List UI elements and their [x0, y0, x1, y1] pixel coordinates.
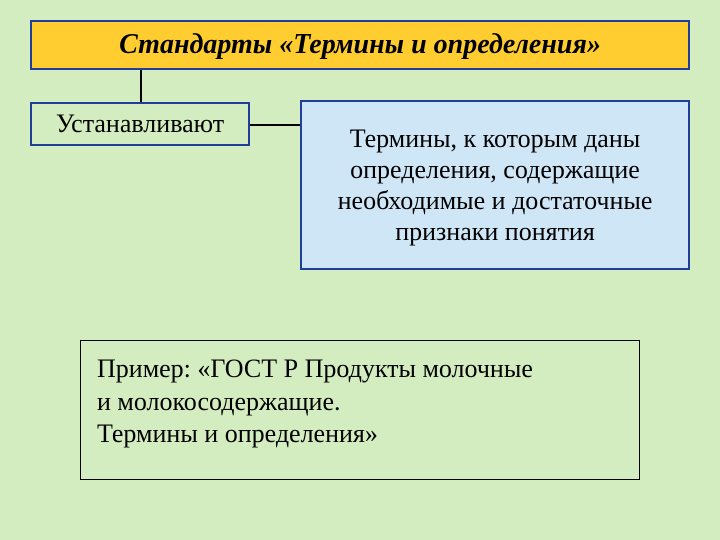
example-box: Пример: «ГОСТ Р Продукты молочные и моло… [80, 340, 640, 480]
left-box-text: Устанавливают [56, 109, 224, 139]
left-box: Устанавливают [30, 102, 250, 146]
connector-vertical [140, 70, 142, 102]
diagram-canvas: Стандарты «Термины и определения» Устана… [0, 0, 720, 540]
connector-horizontal [250, 124, 300, 126]
example-text: Пример: «ГОСТ Р Продукты молочные и моло… [97, 353, 623, 451]
right-box-text: Термины, к которым даны определения, сод… [312, 123, 678, 248]
title-box: Стандарты «Термины и определения» [30, 20, 690, 70]
right-box: Термины, к которым даны определения, сод… [300, 100, 690, 270]
title-text: Стандарты «Термины и определения» [119, 29, 601, 61]
